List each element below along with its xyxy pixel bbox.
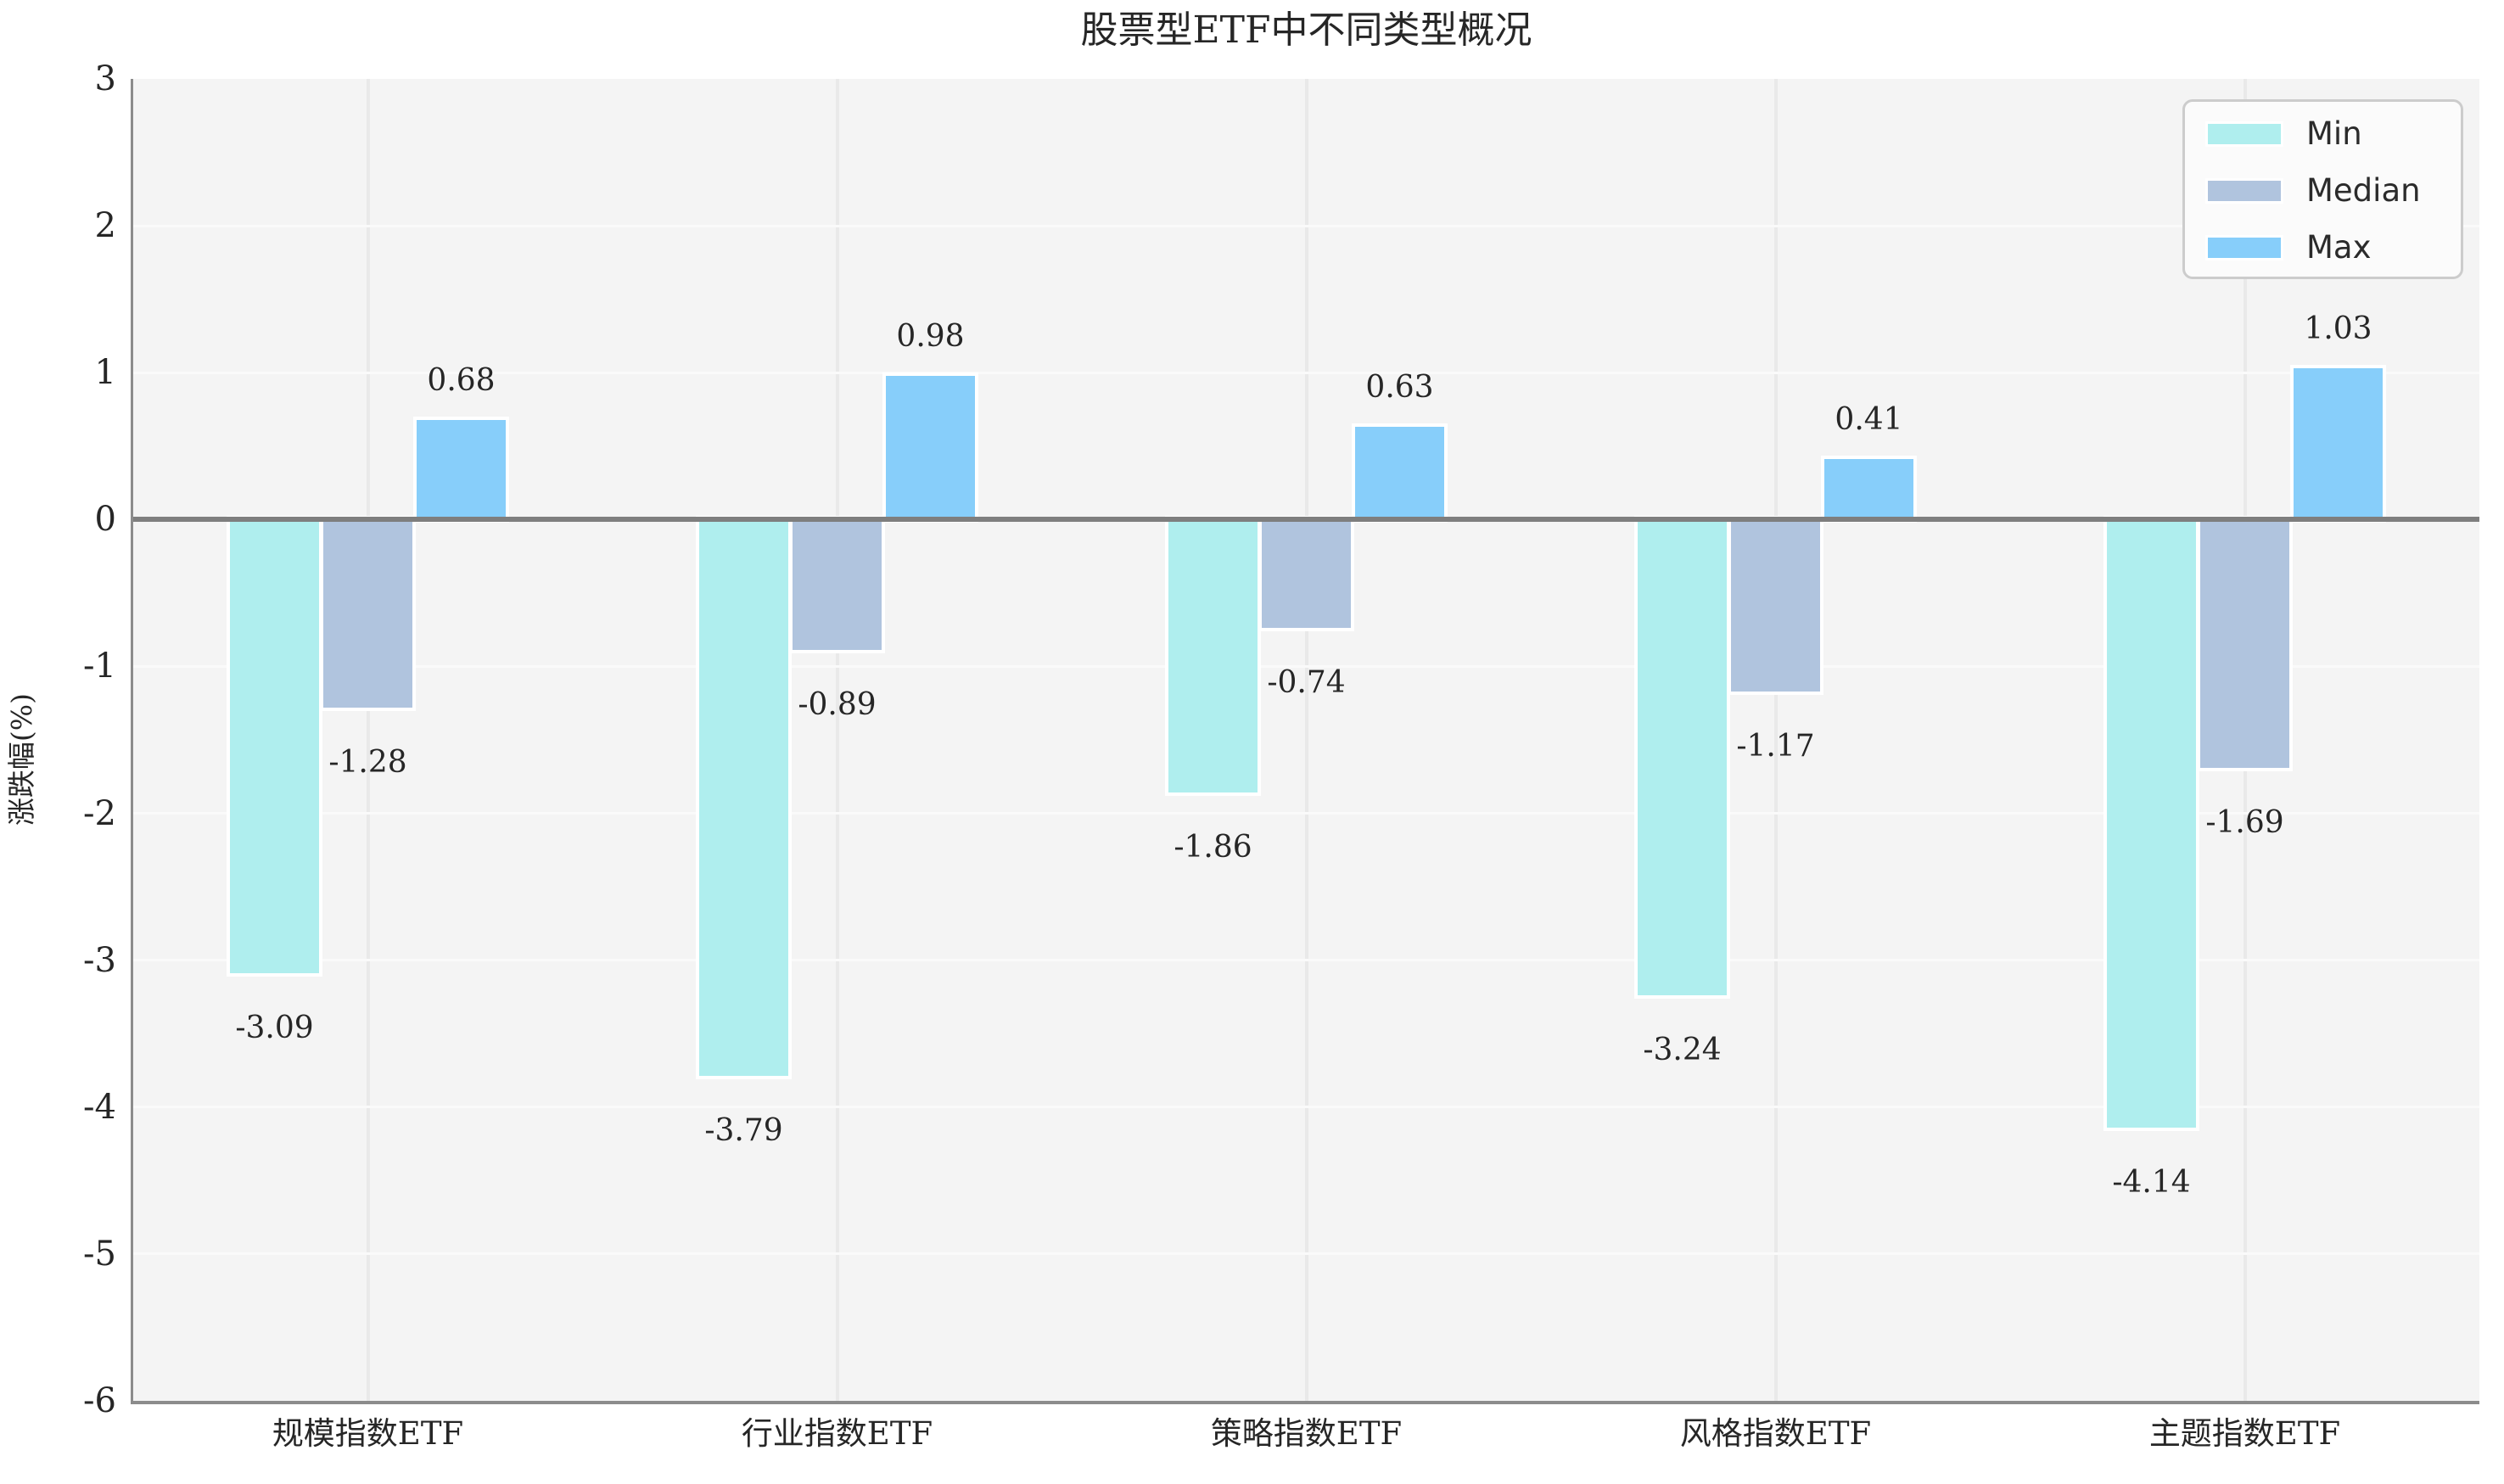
horizontal-gridline bbox=[133, 959, 2479, 962]
bar-value-label: -1.86 bbox=[1174, 830, 1252, 865]
vertical-gridline bbox=[1304, 79, 1308, 1401]
bar-value-label: 1.03 bbox=[2304, 311, 2372, 347]
legend-swatch-min bbox=[2205, 121, 2283, 147]
legend: Min Median Max bbox=[2182, 99, 2463, 279]
bar-max-4 bbox=[1821, 456, 1917, 524]
y-axis-title: 涨跌幅(%) bbox=[5, 692, 38, 826]
chart-title: 股票型ETF中不同类型概况 bbox=[1080, 8, 1532, 52]
legend-item-min: Min bbox=[2185, 115, 2461, 154]
horizontal-gridline bbox=[133, 224, 2479, 227]
x-tick-label: 风格指数ETF bbox=[1679, 1415, 1872, 1452]
bar-value-label: 0.98 bbox=[896, 318, 965, 354]
x-tick-label: 主题指数ETF bbox=[2148, 1415, 2341, 1452]
bar-value-label: -0.89 bbox=[798, 687, 877, 723]
bar-value-label: 0.41 bbox=[1835, 402, 1903, 438]
bar-min-5 bbox=[2103, 516, 2199, 1131]
y-tick-label: 3 bbox=[94, 59, 116, 98]
bar-value-label: -1.69 bbox=[2205, 804, 2284, 840]
y-tick-label: -2 bbox=[83, 793, 116, 833]
x-tick-label: 行业指数ETF bbox=[741, 1415, 933, 1452]
bar-median-2 bbox=[789, 516, 885, 654]
bar-median-4 bbox=[1728, 516, 1823, 695]
bar-max-2 bbox=[882, 372, 978, 524]
horizontal-gridline bbox=[133, 812, 2479, 815]
y-tick-label: -4 bbox=[83, 1087, 116, 1127]
bar-max-3 bbox=[1352, 423, 1448, 524]
legend-label: Min bbox=[2306, 115, 2362, 152]
bar-value-label: -3.79 bbox=[704, 1113, 783, 1149]
y-tick-label: -6 bbox=[83, 1381, 116, 1420]
horizontal-gridline bbox=[133, 664, 2479, 668]
legend-label: Median bbox=[2306, 172, 2421, 209]
bar-min-3 bbox=[1165, 516, 1261, 797]
horizontal-gridline bbox=[133, 371, 2479, 374]
bar-min-1 bbox=[227, 516, 322, 977]
x-tick-label: 规模指数ETF bbox=[272, 1415, 464, 1452]
y-axis-spine bbox=[131, 79, 133, 1401]
bar-value-label: 0.63 bbox=[1365, 370, 1434, 406]
x-axis-spine bbox=[131, 1401, 2479, 1404]
bar-median-3 bbox=[1258, 516, 1354, 632]
horizontal-gridline bbox=[133, 1106, 2479, 1109]
bar-value-label: -1.17 bbox=[1736, 728, 1815, 764]
bar-value-label: -0.74 bbox=[1267, 665, 1346, 701]
legend-label: Max bbox=[2306, 229, 2372, 266]
zero-baseline bbox=[133, 517, 2479, 523]
bar-max-5 bbox=[2290, 365, 2386, 524]
legend-swatch-max bbox=[2205, 235, 2283, 260]
y-tick-label: 2 bbox=[94, 206, 116, 246]
y-tick-label: -3 bbox=[83, 940, 116, 980]
legend-item-median: Median bbox=[2185, 171, 2461, 210]
y-tick-label: -5 bbox=[83, 1234, 116, 1274]
legend-item-max: Max bbox=[2185, 228, 2461, 267]
horizontal-gridline bbox=[133, 1252, 2479, 1256]
bar-min-2 bbox=[696, 516, 792, 1080]
vertical-gridline bbox=[366, 79, 370, 1401]
bar-max-1 bbox=[413, 416, 509, 524]
bar-value-label: 0.68 bbox=[427, 362, 496, 398]
bar-min-4 bbox=[1634, 516, 1730, 1000]
bar-value-label: -4.14 bbox=[2112, 1165, 2191, 1200]
bar-value-label: -3.09 bbox=[235, 1011, 314, 1046]
y-tick-label: 1 bbox=[94, 353, 116, 393]
y-tick-label: -1 bbox=[83, 647, 116, 686]
bar-median-5 bbox=[2197, 516, 2293, 771]
bar-value-label: -1.28 bbox=[328, 744, 407, 780]
bar-median-1 bbox=[320, 516, 416, 711]
bar-value-label: -3.24 bbox=[1643, 1033, 1722, 1068]
vertical-gridline bbox=[1773, 79, 1778, 1401]
x-tick-label: 策略指数ETF bbox=[1210, 1415, 1403, 1452]
vertical-gridline bbox=[835, 79, 839, 1401]
y-tick-label: 0 bbox=[94, 500, 116, 540]
legend-swatch-median bbox=[2205, 178, 2283, 204]
